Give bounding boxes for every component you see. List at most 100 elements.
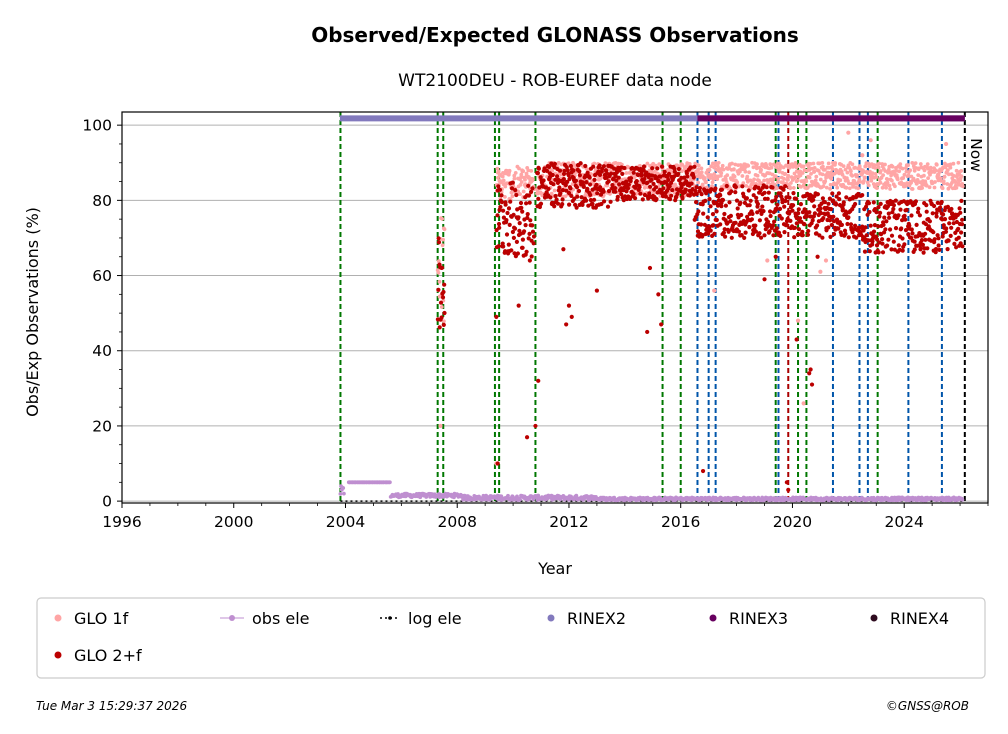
data-point bbox=[441, 237, 445, 242]
data-point bbox=[441, 289, 446, 295]
data-point bbox=[555, 201, 561, 206]
data-point bbox=[696, 209, 701, 214]
data-point bbox=[841, 200, 846, 205]
data-point bbox=[885, 243, 890, 248]
data-point bbox=[617, 182, 622, 187]
data-point bbox=[796, 227, 802, 232]
data-point bbox=[591, 164, 596, 169]
data-point bbox=[752, 177, 756, 182]
data-point bbox=[509, 190, 514, 195]
data-point bbox=[509, 248, 514, 253]
data-point bbox=[945, 182, 950, 186]
data-point bbox=[774, 194, 779, 199]
data-point bbox=[506, 206, 512, 211]
data-point bbox=[771, 177, 776, 181]
data-point bbox=[511, 235, 516, 240]
data-point bbox=[496, 244, 501, 249]
data-point bbox=[720, 197, 726, 203]
data-point bbox=[709, 164, 714, 169]
data-point bbox=[442, 310, 447, 316]
data-point bbox=[815, 192, 821, 197]
data-point bbox=[588, 182, 593, 187]
data-point bbox=[960, 217, 965, 222]
data-point bbox=[699, 170, 704, 175]
y-tick-label: 40 bbox=[92, 342, 112, 360]
data-point bbox=[863, 164, 868, 169]
data-point bbox=[552, 188, 557, 193]
data-point bbox=[801, 164, 806, 169]
data-point bbox=[787, 195, 792, 200]
data-point bbox=[839, 169, 844, 174]
data-point bbox=[494, 314, 499, 319]
data-point bbox=[749, 217, 755, 222]
data-point bbox=[531, 241, 536, 246]
data-point bbox=[721, 167, 726, 172]
data-point bbox=[902, 172, 907, 177]
data-point bbox=[912, 247, 917, 252]
data-point bbox=[866, 201, 872, 206]
data-point bbox=[826, 225, 831, 230]
data-point bbox=[531, 177, 535, 182]
data-point bbox=[739, 233, 744, 238]
data-point bbox=[959, 169, 964, 173]
data-point bbox=[513, 188, 518, 193]
data-point bbox=[805, 186, 810, 190]
data-point bbox=[782, 176, 786, 181]
data-point bbox=[561, 177, 567, 182]
data-point bbox=[801, 401, 806, 406]
data-point bbox=[741, 181, 746, 186]
data-point bbox=[836, 226, 841, 231]
data-point bbox=[818, 206, 823, 211]
data-point bbox=[601, 189, 606, 194]
data-point bbox=[561, 171, 567, 176]
data-point bbox=[742, 235, 747, 240]
data-point bbox=[915, 178, 920, 182]
data-point bbox=[774, 206, 779, 211]
data-point bbox=[915, 210, 921, 215]
data-point bbox=[889, 233, 895, 238]
data-point bbox=[608, 199, 613, 204]
data-point bbox=[512, 176, 517, 181]
data-point bbox=[676, 171, 681, 176]
data-point bbox=[503, 195, 507, 199]
data-point bbox=[597, 163, 602, 168]
data-point bbox=[792, 225, 798, 230]
data-point bbox=[874, 175, 879, 180]
data-point bbox=[850, 173, 855, 178]
data-point bbox=[605, 204, 611, 209]
data-point bbox=[816, 169, 821, 173]
data-point bbox=[747, 203, 752, 208]
data-point bbox=[781, 187, 786, 192]
data-point bbox=[561, 247, 566, 252]
data-point bbox=[638, 164, 642, 168]
data-point bbox=[650, 166, 655, 171]
data-point bbox=[516, 303, 521, 308]
data-point bbox=[792, 235, 797, 240]
data-point bbox=[436, 236, 441, 241]
data-point bbox=[497, 187, 503, 192]
data-point bbox=[867, 164, 872, 169]
data-point bbox=[845, 221, 850, 227]
data-point bbox=[840, 172, 845, 177]
legend-item: GLO 1f bbox=[54, 609, 129, 628]
data-point bbox=[773, 198, 778, 203]
data-point bbox=[501, 178, 506, 183]
data-point bbox=[910, 161, 915, 165]
legend-item: RINEX2 bbox=[547, 609, 626, 628]
y-axis-label: Obs/Exp Observations (%) bbox=[23, 207, 42, 417]
data-point bbox=[773, 174, 778, 179]
data-point bbox=[680, 162, 685, 167]
data-point bbox=[515, 251, 521, 256]
data-point bbox=[812, 169, 817, 174]
data-point bbox=[952, 174, 956, 178]
data-point bbox=[501, 208, 506, 213]
data-point bbox=[703, 198, 708, 203]
data-point bbox=[897, 169, 902, 174]
data-point bbox=[606, 179, 611, 184]
data-point bbox=[526, 193, 532, 198]
data-point bbox=[512, 226, 518, 231]
data-point bbox=[567, 202, 572, 207]
data-point bbox=[789, 181, 793, 185]
data-point bbox=[869, 178, 874, 183]
data-point bbox=[784, 195, 789, 200]
